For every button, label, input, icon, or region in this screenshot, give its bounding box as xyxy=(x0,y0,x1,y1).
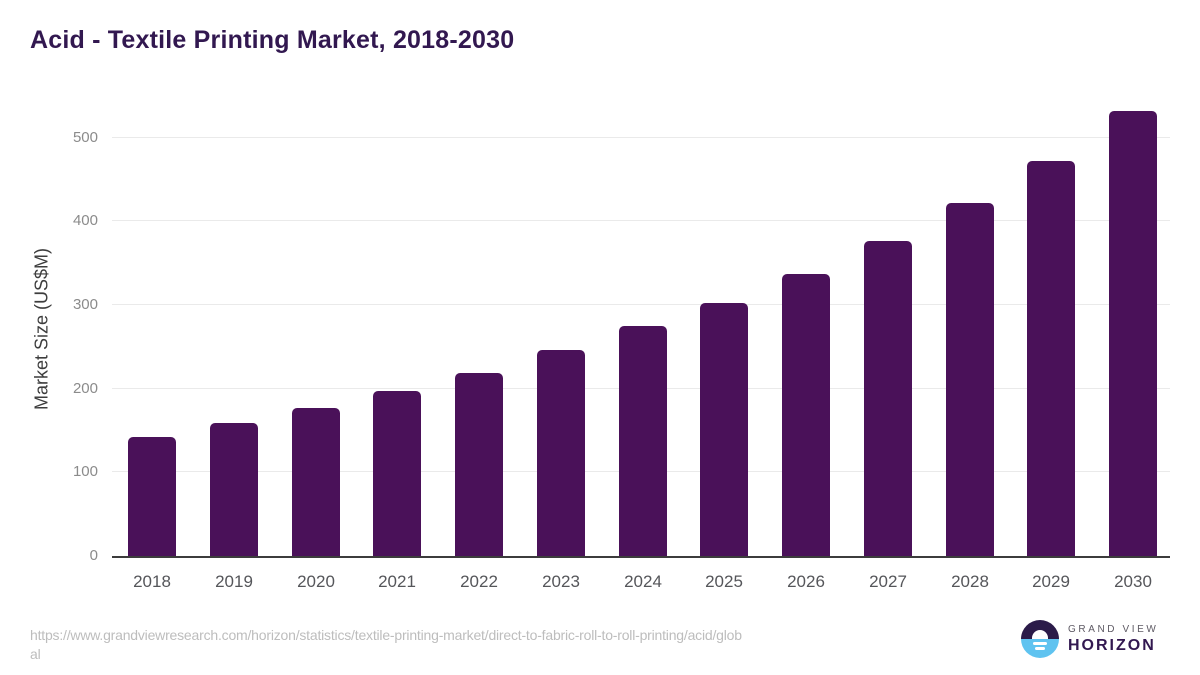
bar-2027[interactable] xyxy=(864,241,912,556)
gridline xyxy=(112,220,1170,221)
bar-2028[interactable] xyxy=(946,203,994,556)
bar-2030[interactable] xyxy=(1109,111,1157,556)
bar-2026[interactable] xyxy=(782,274,830,556)
plot-area: 0 100 200 300 400 500 2018 2019 2020 2021 2022 2023… xyxy=(73,100,1170,591)
x-tick-label: 2028 xyxy=(951,572,989,591)
y-tick-label: 200 xyxy=(72,380,98,397)
source-url-line: al xyxy=(30,646,41,662)
x-tick-label: 2030 xyxy=(1114,572,1152,591)
x-tick-label: 2018 xyxy=(133,572,171,591)
x-tick-label: 2025 xyxy=(705,572,743,591)
bar-2018[interactable] xyxy=(128,437,176,556)
bar-2023[interactable] xyxy=(537,350,585,556)
bar-2024[interactable] xyxy=(619,326,667,556)
x-tick-label: 2027 xyxy=(869,572,907,591)
source-url-line: https://www.grandviewresearch.com/horizo… xyxy=(30,627,742,643)
logo-brand-name: HORIZON xyxy=(1068,636,1156,654)
logo-brand-top: GRAND VIEW xyxy=(1068,623,1159,635)
x-tick-label: 2020 xyxy=(297,572,335,591)
bar-2021[interactable] xyxy=(373,391,421,556)
horizon-sun-icon xyxy=(1021,620,1059,658)
y-tick-label: 500 xyxy=(72,129,98,146)
y-tick-label: 0 xyxy=(89,547,98,564)
gridline xyxy=(112,304,1170,305)
x-tick-label: 2023 xyxy=(542,572,580,591)
gridline xyxy=(112,137,1170,138)
y-tick-label: 400 xyxy=(72,212,98,229)
x-tick-label: 2022 xyxy=(460,572,498,591)
x-tick-label: 2029 xyxy=(1032,572,1070,591)
grandview-horizon-logo[interactable]: GRAND VIEW HORIZON xyxy=(1021,620,1158,658)
bar-2019[interactable] xyxy=(210,423,258,556)
bar-2022[interactable] xyxy=(455,373,503,556)
bar-2025[interactable] xyxy=(700,303,748,556)
source-url: https://www.grandviewresearch.com/horizo… xyxy=(30,626,890,664)
logo-wordmark: GRAND VIEW HORIZON xyxy=(1068,624,1158,655)
y-axis-title: Market Size (US$M) xyxy=(31,247,52,411)
x-tick-label: 2019 xyxy=(215,572,253,591)
bar-2029[interactable] xyxy=(1027,161,1075,556)
x-tick-label: 2026 xyxy=(787,572,825,591)
x-tick-label: 2024 xyxy=(624,572,662,591)
x-tick-label: 2021 xyxy=(378,572,416,591)
chart-title: Acid - Textile Printing Market, 2018-203… xyxy=(30,26,515,54)
y-tick-label: 300 xyxy=(72,296,98,313)
bar-2020[interactable] xyxy=(292,408,340,556)
y-tick-label: 100 xyxy=(72,463,98,480)
